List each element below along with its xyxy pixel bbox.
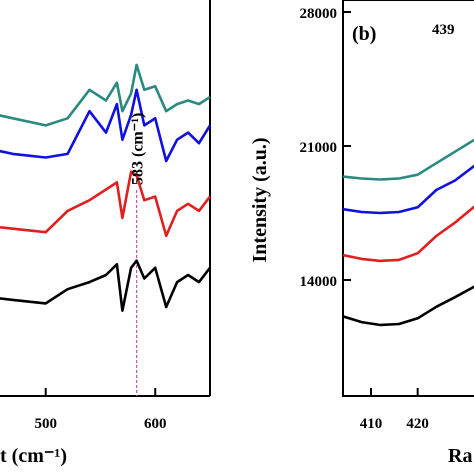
panel-a-x-ticks: 500 600 (34, 388, 166, 432)
panel-b-frame (342, 0, 474, 397)
panel-b-x-label: Ra (448, 445, 472, 467)
panel-a-x-tick-label: 500 (34, 416, 57, 432)
panel-b-y-tick-label: 28000 (300, 6, 338, 22)
panel-b-x-tick-label: 410 (360, 416, 383, 432)
panel-b-series (342, 138, 474, 327)
panel-a-series-2 (0, 88, 212, 163)
panel-a-x-tick-label: 600 (144, 416, 167, 432)
panel-a-series-3 (0, 170, 212, 238)
panel-b-series-4 (342, 285, 474, 327)
panel-b-series-2 (342, 164, 474, 215)
panel-b-tag: (b) (352, 23, 376, 45)
panel-a: 500 600 583 (cm⁻¹) t (cm⁻¹) (0, 0, 212, 467)
panel-b: 410 420 14000 21000 28000 (b) 439 Intensity … (249, 0, 474, 467)
panel-b-annotation: 439 (432, 22, 455, 38)
panel-a-series-4 (0, 259, 212, 312)
panel-b-y-tick-label: 21000 (300, 140, 338, 156)
panel-b-x-tick-label: 420 (406, 416, 429, 432)
panel-a-series-1 (0, 63, 211, 127)
panel-b-ticks: 410 420 14000 21000 28000 (300, 6, 429, 432)
panel-b-y-label: Intensity (a.u.) (249, 137, 271, 262)
panel-a-x-label: t (cm⁻¹) (0, 445, 67, 467)
panel-b-series-3 (342, 205, 474, 263)
panel-a-series (0, 63, 212, 312)
panel-b-series-1 (342, 138, 474, 181)
panel-b-y-tick-label: 14000 (300, 274, 338, 290)
panel-a-annotation: 583 (cm⁻¹) (130, 113, 147, 185)
